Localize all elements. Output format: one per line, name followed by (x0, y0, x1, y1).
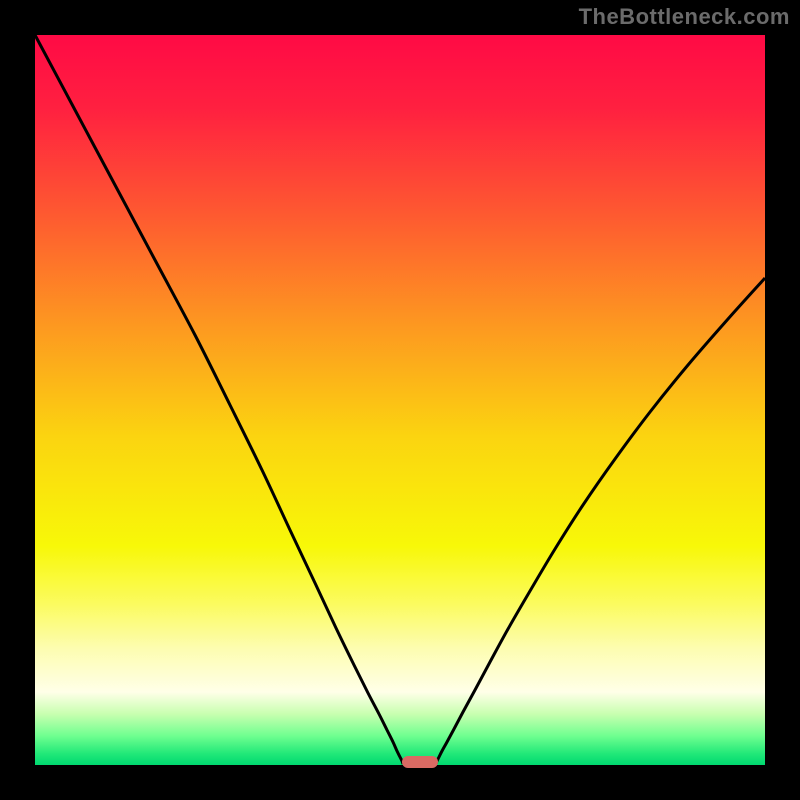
bottom-marker (402, 756, 438, 768)
gradient-background (35, 35, 765, 765)
plot-svg (0, 0, 800, 800)
chart-container: TheBottleneck.com (0, 0, 800, 800)
watermark-text: TheBottleneck.com (579, 4, 790, 30)
